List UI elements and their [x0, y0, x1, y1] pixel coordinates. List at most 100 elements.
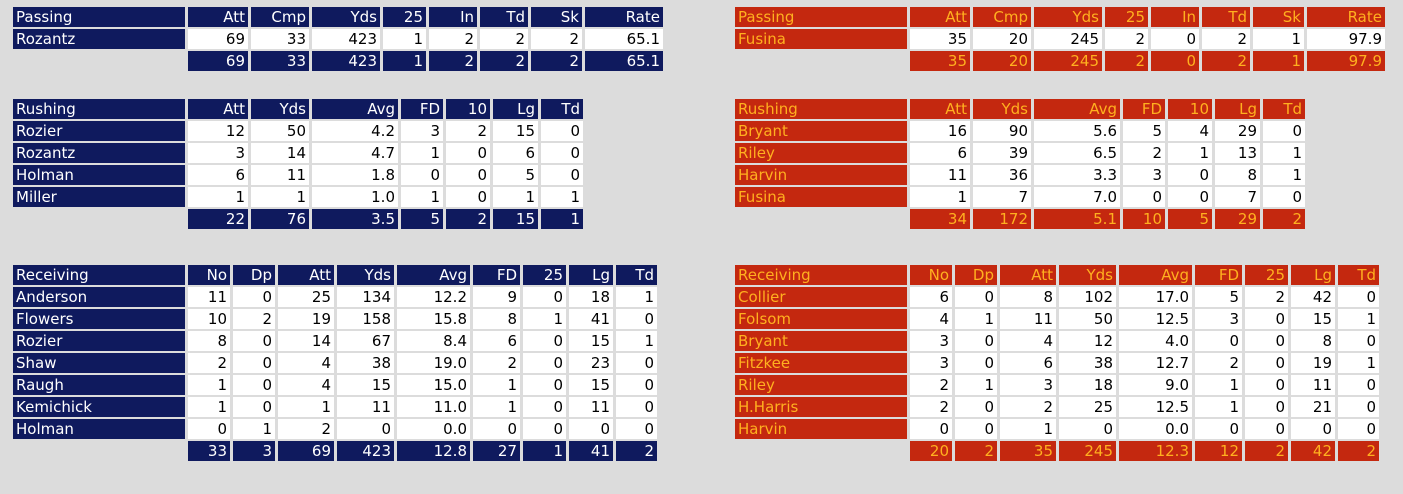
stat-cell: 21	[1291, 397, 1335, 417]
stat-cell: 0	[1195, 331, 1242, 351]
stat-cell: 18	[569, 287, 613, 307]
stat-cell: 0.0	[1119, 419, 1192, 439]
total-cell: 5.1	[1034, 209, 1120, 229]
column-header: Sk	[1253, 7, 1304, 27]
totals-spacer	[735, 209, 907, 229]
team-b-passing-table: Passing Att Cmp Yds 25 In Td Sk Rate Fusina 35 20 24…	[732, 5, 1388, 73]
total-cell: 423	[312, 51, 380, 71]
stat-cell: 15	[1291, 309, 1335, 329]
stat-cell: 25	[1059, 397, 1116, 417]
player-row: Rozantz 3 14 4.7 1 0 6 0	[13, 143, 583, 163]
stat-cell: 50	[251, 121, 309, 141]
total-cell: 2	[1263, 209, 1305, 229]
header-row: Rushing Att Yds Avg FD 10 Lg Td	[13, 99, 583, 119]
stat-cell: 12.2	[397, 287, 470, 307]
stat-cell: 12.7	[1119, 353, 1192, 373]
stat-cell: 0	[910, 419, 952, 439]
stat-cell: 3	[188, 143, 248, 163]
stat-cell: 0	[1245, 397, 1288, 417]
total-cell: 2	[616, 441, 657, 461]
stat-cell: 2	[1245, 287, 1288, 307]
stat-cell: 0	[616, 375, 657, 395]
column-header: 25	[1245, 265, 1288, 285]
stat-cell: 14	[251, 143, 309, 163]
stat-cell: 0	[1245, 331, 1288, 351]
stat-cell: 2	[910, 375, 952, 395]
stat-cell: 13	[1215, 143, 1260, 163]
player-name: Bryant	[735, 121, 907, 141]
header-row: Passing Att Cmp Yds 25 In Td Sk Rate	[735, 7, 1385, 27]
stat-cell: 1	[188, 375, 230, 395]
total-cell: 41	[569, 441, 613, 461]
stat-cell: 0	[569, 419, 613, 439]
section-title: Receiving	[735, 265, 907, 285]
player-row: Harvin 11 36 3.3 3 0 8 1	[735, 165, 1305, 185]
player-row: Kemichick 1 0 1 11 11.0 1 0 11 0	[13, 397, 657, 417]
stat-cell: 6.5	[1034, 143, 1120, 163]
column-header: In	[1151, 7, 1199, 27]
player-name: Rozier	[13, 121, 185, 141]
stat-cell: 1	[616, 287, 657, 307]
player-row: Holman 6 11 1.8 0 0 5 0	[13, 165, 583, 185]
total-cell: 1	[541, 209, 583, 229]
player-row: Rozier 12 50 4.2 3 2 15 0	[13, 121, 583, 141]
stat-cell: 14	[278, 331, 334, 351]
player-name: H.Harris	[735, 397, 907, 417]
column-header: Avg	[397, 265, 470, 285]
player-row: Shaw 2 0 4 38 19.0 2 0 23 0	[13, 353, 657, 373]
total-cell: 2	[429, 51, 477, 71]
column-header: Lg	[493, 99, 538, 119]
stat-cell: 17.0	[1119, 287, 1192, 307]
column-header: Td	[541, 99, 583, 119]
player-name: Fitzkee	[735, 353, 907, 373]
stat-cell: 2	[429, 29, 477, 49]
stat-cell: 1	[401, 143, 443, 163]
player-row: Miller 1 1 1.0 1 0 1 1	[13, 187, 583, 207]
player-name: Anderson	[13, 287, 185, 307]
section-title: Rushing	[13, 99, 185, 119]
stat-cell: 0.0	[397, 419, 470, 439]
stat-cell: 2	[1202, 29, 1250, 49]
stat-cell: 19.0	[397, 353, 470, 373]
totals-row: 34 172 5.1 10 5 29 2	[735, 209, 1305, 229]
stat-cell: 15.8	[397, 309, 470, 329]
column-header: No	[188, 265, 230, 285]
stat-cell: 2	[1000, 397, 1056, 417]
stat-cell: 12.5	[1119, 397, 1192, 417]
team-b-rushing-table: Rushing Att Yds Avg FD 10 Lg Td Bryant 16 90 5.6 5 4 2…	[732, 97, 1308, 231]
stat-cell: 0	[616, 309, 657, 329]
player-row: Bryant 16 90 5.6 5 4 29 0	[735, 121, 1305, 141]
stat-cell: 0	[523, 287, 566, 307]
column-header: 10	[1168, 99, 1212, 119]
stat-cell: 8.4	[397, 331, 470, 351]
column-header: Td	[480, 7, 528, 27]
stat-cell: 4	[1168, 121, 1212, 141]
total-cell: 1	[383, 51, 426, 71]
stat-cell: 0	[473, 419, 520, 439]
player-name: Rozier	[13, 331, 185, 351]
stat-cell: 3.3	[1034, 165, 1120, 185]
stat-cell: 11.0	[397, 397, 470, 417]
stat-cell: 6	[910, 287, 952, 307]
stat-cell: 1	[473, 397, 520, 417]
stat-cell: 10	[188, 309, 230, 329]
column-header: FD	[473, 265, 520, 285]
stat-cell: 2	[1195, 353, 1242, 373]
column-header: Cmp	[251, 7, 309, 27]
stat-cell: 12	[1059, 331, 1116, 351]
stat-cell: 0	[541, 165, 583, 185]
stat-cell: 1	[616, 331, 657, 351]
total-cell: 2	[1105, 51, 1148, 71]
stat-cell: 41	[569, 309, 613, 329]
stat-cell: 8	[188, 331, 230, 351]
stat-cell: 0	[1338, 419, 1379, 439]
stat-cell: 0	[955, 353, 997, 373]
stat-cell: 6	[1000, 353, 1056, 373]
stat-cell: 15	[337, 375, 394, 395]
stat-cell: 11	[569, 397, 613, 417]
stat-cell: 18	[1059, 375, 1116, 395]
stat-cell: 16	[910, 121, 970, 141]
column-header: No	[910, 265, 952, 285]
total-cell: 33	[188, 441, 230, 461]
stat-cell: 7	[973, 187, 1031, 207]
